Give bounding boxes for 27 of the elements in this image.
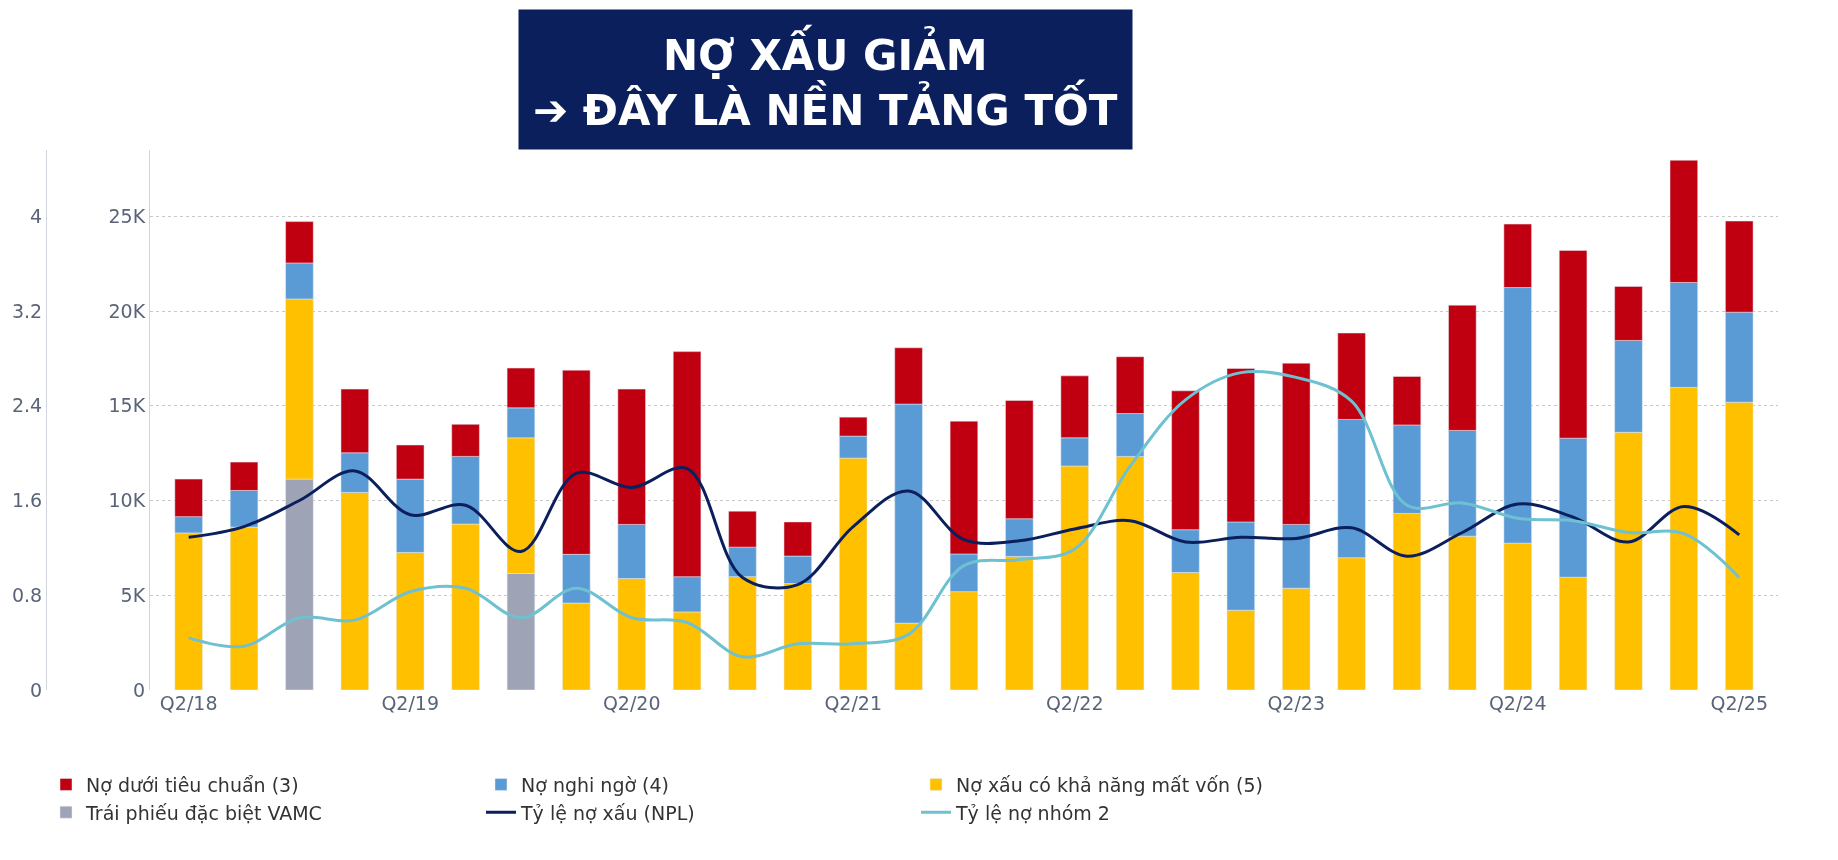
x-tick-label: Q2/23 (1267, 692, 1326, 714)
y-tick-label: 20K (108, 299, 146, 322)
x-tick-label: Q2/21 (824, 692, 883, 714)
y-tick-label: 10K (108, 489, 146, 512)
x-tick-label: Q2/20 (602, 692, 661, 714)
chart-title: NỢ XẤU GIẢM ➔ ĐÂY LÀ NỀN TẢNG TỐT (533, 24, 1118, 135)
legend-label: Nợ nghi ngờ (4) (521, 773, 670, 796)
legend-label: Nợ xấu có khả năng mất vốn (5) (956, 773, 1264, 796)
x-tick-label: Q2/25 (1710, 692, 1769, 714)
y-tick-label: 0 (133, 678, 146, 701)
y2-tick-label: 4 (30, 204, 43, 227)
legend-label: Tỷ lệ nợ nhóm 2 (955, 801, 1110, 824)
y2-tick-label: 2.4 (11, 394, 43, 417)
y-tick-label: 25K (108, 204, 146, 227)
y2-tick-label: 0.8 (11, 583, 43, 606)
x-tick-label: Q2/19 (381, 692, 439, 714)
x-tick-label: Q2/22 (1045, 692, 1104, 714)
x-tick-label: Q2/24 (1488, 692, 1547, 714)
y2-tick-label: 3.2 (11, 299, 43, 322)
y-tick-label: 15K (108, 394, 146, 417)
y-tick-label: 5K (120, 583, 146, 606)
y2-tick-label: 0 (30, 678, 43, 701)
legend-label: Nợ dưới tiêu chuẩn (3) (86, 773, 299, 796)
y2-tick-label: 1.6 (11, 489, 43, 512)
x-tick-label: Q2/18 (159, 692, 218, 714)
legend-label: Tỷ lệ nợ xấu (NPL) (520, 801, 695, 824)
legend-label: Trái phiếu đặc biệt VAMC (85, 801, 322, 824)
